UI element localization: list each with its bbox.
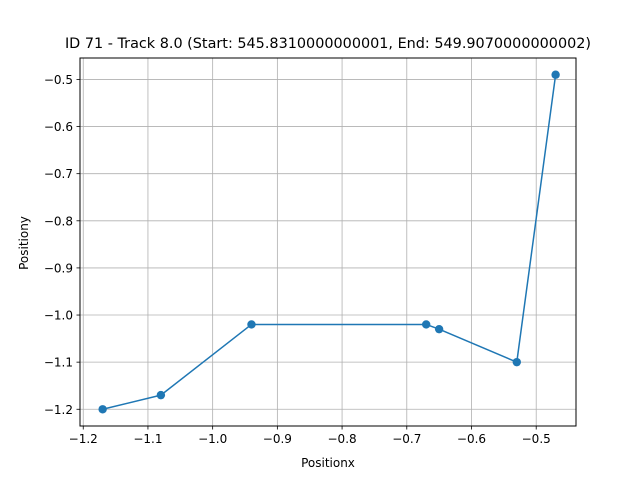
- data-point: [434, 324, 444, 334]
- y-tick-label: −0.7: [44, 167, 73, 181]
- x-tick-label: −0.6: [457, 432, 486, 446]
- series-line: [102, 74, 557, 410]
- x-tick-label: −1.0: [198, 432, 227, 446]
- x-tick-label: −1.2: [69, 432, 98, 446]
- x-tick-label: −0.5: [522, 432, 551, 446]
- data-point: [156, 390, 166, 400]
- y-tick-label: −0.9: [44, 261, 73, 275]
- y-tick-label: −1.1: [44, 356, 73, 370]
- y-tick-label: −1.2: [44, 403, 73, 417]
- y-tick-label: −1.0: [44, 309, 73, 323]
- y-tick-label: −0.5: [44, 73, 73, 87]
- x-tick-label: −0.7: [392, 432, 421, 446]
- data-point: [421, 320, 431, 329]
- x-axis-label: Positionx: [301, 456, 355, 470]
- x-tick-label: −0.8: [328, 432, 357, 446]
- chart-title: ID 71 - Track 8.0 (Start: 545.8310000000…: [65, 36, 591, 52]
- x-tick-label: −1.1: [133, 432, 162, 446]
- data-point: [551, 70, 560, 79]
- y-axis-label: Positiony: [17, 216, 31, 270]
- plot-frame: [79, 57, 577, 427]
- data-point: [98, 405, 107, 414]
- tick-layer: −1.2 −1.1 −1.0 −0.9 −0.8 −0.7 −0.6 −0.5 −1.2 −1.1…: [44, 73, 551, 446]
- data-point: [512, 357, 521, 367]
- series-layer: [98, 70, 560, 414]
- x-tick-label: −0.9: [263, 432, 292, 446]
- y-tick-label: −0.6: [44, 120, 73, 134]
- data-point: [247, 320, 256, 329]
- grid: [80, 58, 576, 426]
- y-tick-label: −0.8: [44, 214, 73, 228]
